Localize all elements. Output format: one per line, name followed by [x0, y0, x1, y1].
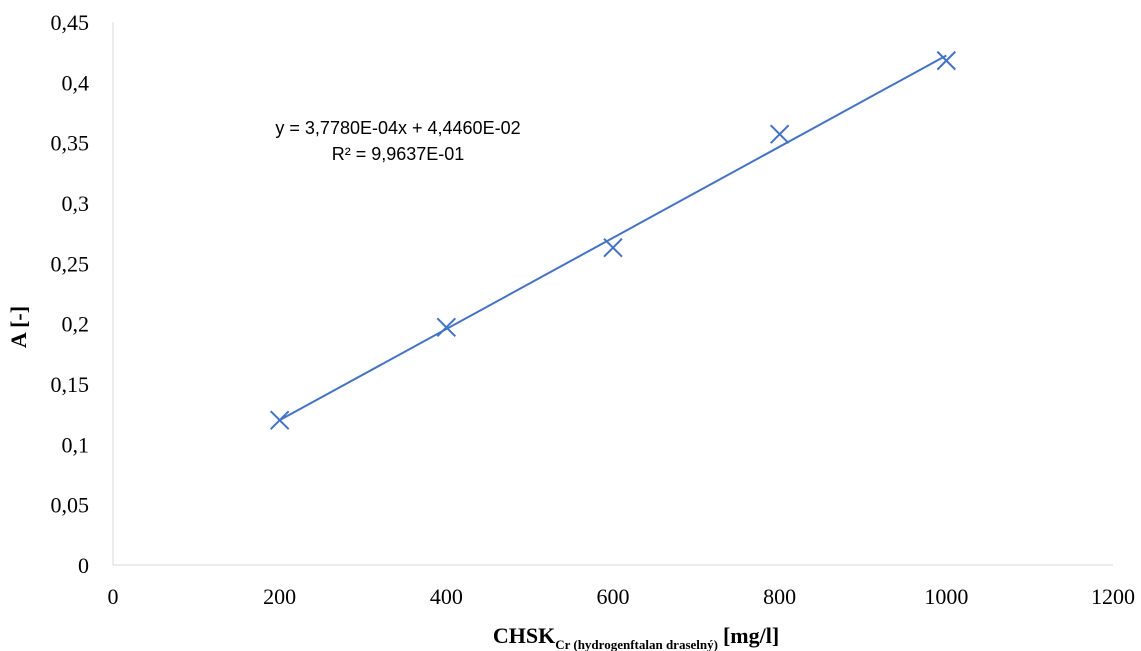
data-point-marker — [436, 317, 457, 337]
x-tick-label: 1000 — [924, 584, 968, 609]
x-axis-title-main: CHSK — [493, 623, 555, 648]
data-point-marker — [769, 124, 790, 144]
y-tick-label: 0 — [78, 553, 89, 578]
x-tick-label: 0 — [108, 584, 119, 609]
y-tick-label: 0,25 — [51, 251, 90, 276]
data-point-stroke — [269, 410, 290, 430]
y-tick-label: 0,2 — [62, 312, 90, 337]
x-axis-title-unit: [mg/l] — [723, 623, 779, 648]
y-tick-label: 0,05 — [51, 493, 90, 518]
trendline-r-squared: R² = 9,9637E-01 — [332, 144, 465, 164]
x-tick-label: 1200 — [1091, 584, 1135, 609]
trendline-group — [279, 54, 947, 422]
data-point-stroke — [936, 50, 957, 71]
x-axis-title-subscript: Cr (hydrogenftalan draselný) — [555, 637, 718, 651]
x-axis-title: CHSKCr (hydrogenftalan draselný) [mg/l] — [493, 623, 779, 651]
data-point-marker — [936, 50, 957, 71]
data-point-marker — [603, 237, 623, 258]
y-tick-label: 0,35 — [51, 131, 90, 156]
x-tick-labels: 0 200 400 600 800 1000 1200 — [108, 584, 1136, 609]
data-point-marker — [269, 410, 290, 430]
trendline-equation: y = 3,7780E-04x + 4,4460E-02 — [275, 118, 520, 138]
y-tick-label: 0,15 — [51, 372, 90, 397]
y-tick-label: 0,1 — [62, 432, 90, 457]
axes — [112, 22, 1113, 566]
y-axis-title: A [-] — [6, 306, 31, 348]
x-tick-label: 400 — [430, 584, 463, 609]
y-tick-label: 0,3 — [62, 191, 90, 216]
y-tick-label: 0,4 — [62, 70, 90, 95]
data-point-stroke — [769, 124, 790, 144]
y-tick-labels: 0 0,05 0,1 0,15 0,2 0,25 0,3 0,35 0,4 0,45 — [51, 10, 90, 578]
data-point-stroke — [603, 237, 623, 258]
data-points — [269, 50, 957, 430]
x-tick-label: 600 — [597, 584, 630, 609]
y-tick-label: 0,45 — [51, 10, 90, 35]
trendline — [279, 54, 947, 422]
x-tick-label: 200 — [263, 584, 296, 609]
x-tick-label: 800 — [763, 584, 796, 609]
data-point-stroke — [436, 317, 457, 337]
